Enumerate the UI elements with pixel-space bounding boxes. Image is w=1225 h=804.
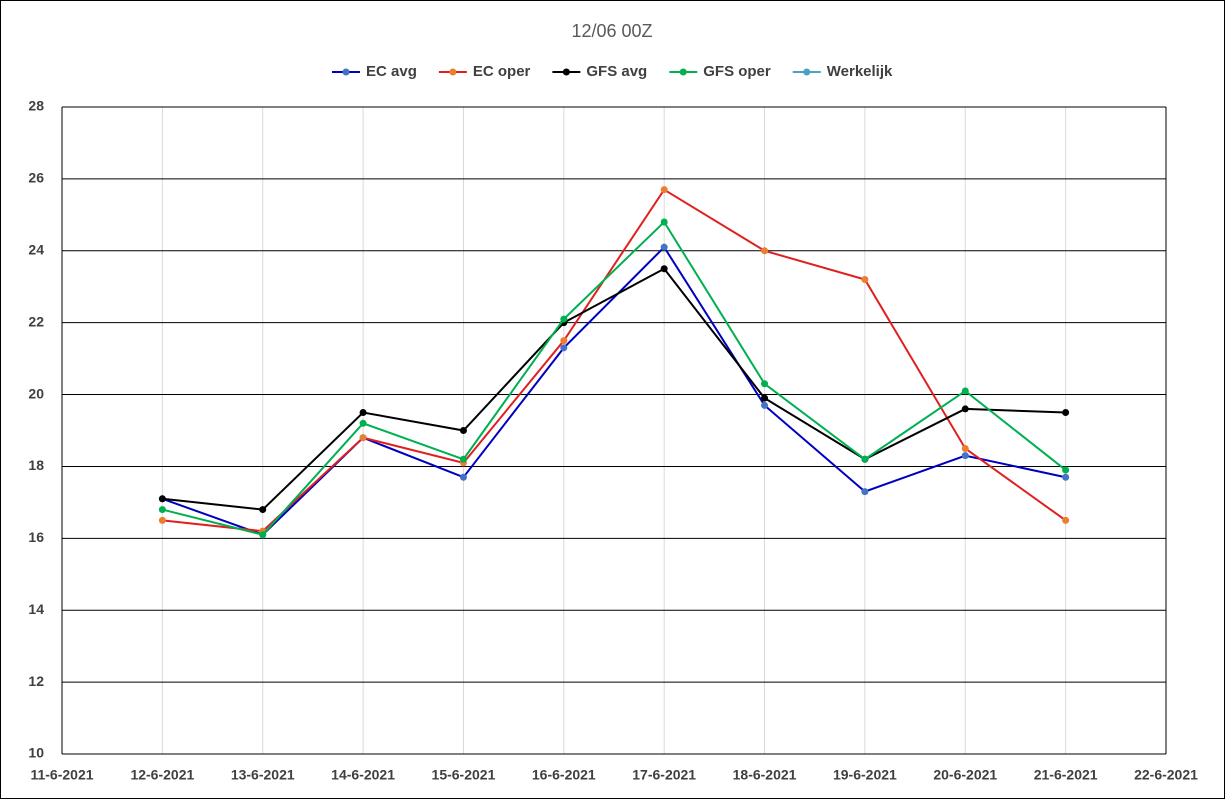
x-tick-label: 20-6-2021 xyxy=(933,767,997,783)
series-marker xyxy=(560,337,568,345)
series-marker xyxy=(660,243,668,251)
series-line xyxy=(162,267,1066,511)
series-marker xyxy=(1062,473,1070,481)
legend-label: EC avg xyxy=(366,63,417,80)
x-tick-label: 18-6-2021 xyxy=(733,767,797,783)
series-marker xyxy=(961,452,969,460)
legend-marker xyxy=(449,68,457,76)
x-tick-label: 19-6-2021 xyxy=(833,767,897,783)
series-marker xyxy=(158,516,166,524)
y-tick-label: 14 xyxy=(28,601,44,617)
y-tick-label: 28 xyxy=(28,98,44,114)
y-tick-label: 20 xyxy=(28,385,44,401)
y-tick-label: 18 xyxy=(28,457,44,473)
x-tick-label: 11-6-2021 xyxy=(30,767,93,783)
series-marker xyxy=(761,247,769,255)
x-tick-label: 17-6-2021 xyxy=(632,767,696,783)
series-marker xyxy=(359,419,367,427)
series-marker xyxy=(1062,516,1070,524)
legend-label: EC oper xyxy=(473,63,531,80)
x-tick-label: 16-6-2021 xyxy=(532,767,596,783)
x-tick-label: 22-6-2021 xyxy=(1134,767,1198,783)
series-marker xyxy=(1062,409,1070,417)
series-marker xyxy=(660,186,668,194)
x-tick-label: 21-6-2021 xyxy=(1034,767,1098,783)
series-marker xyxy=(459,473,467,481)
series-marker xyxy=(761,394,769,402)
series-marker xyxy=(861,276,869,284)
series-marker xyxy=(761,401,769,409)
series-marker xyxy=(259,506,267,514)
y-tick-label: 26 xyxy=(28,170,44,186)
y-tick-label: 10 xyxy=(28,745,44,761)
y-tick-label: 22 xyxy=(28,313,44,329)
series-marker xyxy=(158,506,166,514)
series-marker xyxy=(158,495,166,503)
series-marker xyxy=(660,218,668,226)
series-line xyxy=(162,220,1067,536)
series-marker xyxy=(961,405,969,413)
series-marker xyxy=(259,531,267,539)
series-marker xyxy=(861,455,869,463)
series-marker xyxy=(560,315,568,323)
legend-label: Werkelijk xyxy=(827,63,893,80)
series-marker xyxy=(459,427,467,434)
y-tick-label: 24 xyxy=(28,241,44,257)
legend-label: GFS avg xyxy=(586,63,647,80)
x-tick-label: 12-6-2021 xyxy=(130,767,194,783)
y-tick-label: 12 xyxy=(28,673,44,689)
chart-title: 12/06 00Z xyxy=(571,21,652,41)
y-tick-label: 16 xyxy=(28,529,44,545)
series-line xyxy=(162,188,1067,533)
legend-marker xyxy=(679,68,687,76)
legend-label: GFS oper xyxy=(703,63,771,80)
series-marker xyxy=(761,380,769,388)
series-marker xyxy=(1062,466,1070,474)
series-marker xyxy=(359,409,367,417)
x-tick-label: 15-6-2021 xyxy=(432,767,496,783)
series-marker xyxy=(459,455,467,463)
series-marker xyxy=(660,265,668,273)
legend-marker xyxy=(562,68,570,76)
series-marker xyxy=(961,444,969,452)
series-marker xyxy=(961,387,969,395)
series-marker xyxy=(359,434,367,442)
series-line xyxy=(162,245,1066,536)
x-tick-label: 13-6-2021 xyxy=(231,767,295,783)
series-marker xyxy=(861,488,869,496)
legend-marker xyxy=(342,68,350,76)
x-tick-label: 14-6-2021 xyxy=(331,767,395,783)
series-marker xyxy=(560,344,568,352)
legend-marker xyxy=(803,68,811,76)
